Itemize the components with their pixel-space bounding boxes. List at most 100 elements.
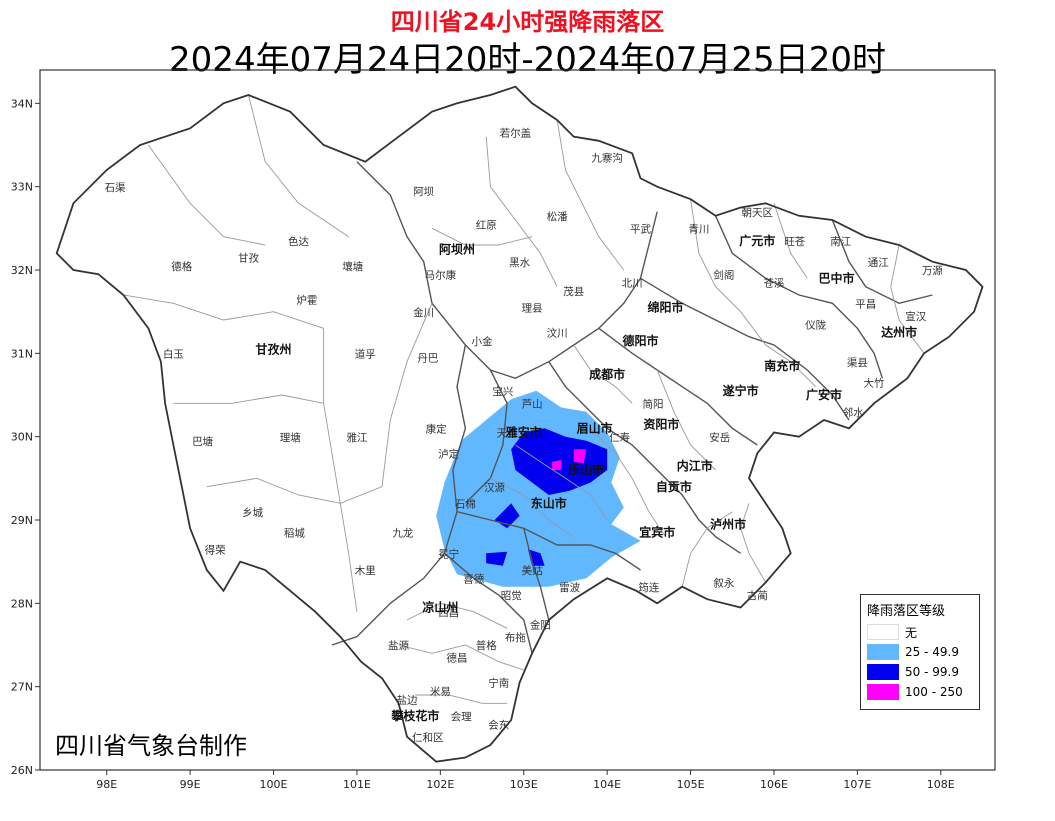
county-label: 德格 xyxy=(171,260,192,273)
prefecture-boundary xyxy=(523,528,550,621)
county-label: 宁南 xyxy=(488,677,509,690)
legend-item-25: 25 - 49.9 xyxy=(867,644,959,660)
county-label: 通江 xyxy=(868,257,889,269)
lat-tick-label: 30N xyxy=(11,431,33,444)
city-label: 自贡市 xyxy=(656,479,692,494)
county-label: 喜德 xyxy=(463,573,484,586)
county-label: 金川 xyxy=(413,306,434,319)
county-label: 汶川 xyxy=(547,327,568,340)
county-boundary xyxy=(656,369,716,471)
county-label: 旺苍 xyxy=(784,235,805,248)
county-boundary xyxy=(123,294,324,329)
county-label: 马尔康 xyxy=(425,268,457,281)
city-label: 遂宁市 xyxy=(723,383,759,398)
county-label: 稻城 xyxy=(284,528,305,540)
prefecture-boundary xyxy=(640,277,850,421)
city-label: 泸州市 xyxy=(710,516,746,531)
city-label: 成都市 xyxy=(589,366,625,381)
county-label: 甘孜 xyxy=(238,252,259,265)
county-label: 炉霍 xyxy=(296,294,317,306)
county-boundary xyxy=(773,203,808,279)
rain-area xyxy=(486,551,508,566)
county-label: 若尔盖 xyxy=(500,127,532,140)
county-label: 叙永 xyxy=(713,577,734,590)
county-label: 宝兴 xyxy=(492,385,513,398)
county-label: 会东 xyxy=(488,718,509,731)
county-boundary xyxy=(485,136,558,287)
county-label: 安岳 xyxy=(709,431,730,444)
city-label: 巴中市 xyxy=(819,271,855,286)
lon-tick-label: 107E xyxy=(843,778,871,791)
county-label: 青川 xyxy=(688,223,709,236)
county-label: 盐源 xyxy=(388,639,409,652)
county-label: 筠连 xyxy=(638,581,659,594)
city-label: 南充市 xyxy=(764,358,800,373)
county-label: 普格 xyxy=(476,639,497,652)
city-label: 达州市 xyxy=(881,325,917,340)
county-boundary xyxy=(740,311,817,388)
legend-swatch xyxy=(867,624,899,640)
county-label: 宣汉 xyxy=(905,310,926,323)
county-label: 盐边 xyxy=(396,693,417,706)
legend-label: 无 xyxy=(905,625,918,640)
county-label: 德昌 xyxy=(447,652,468,665)
county-label: 金阳 xyxy=(530,618,551,631)
prefecture-boundary xyxy=(456,511,641,571)
prefecture-boundary xyxy=(831,219,933,305)
county-label: 茂县 xyxy=(563,285,584,298)
lon-tick-label: 101E xyxy=(343,778,371,791)
lon-tick-label: 100E xyxy=(260,778,288,791)
county-boundary xyxy=(248,94,349,238)
county-label: 雷波 xyxy=(559,581,580,594)
county-boundary xyxy=(415,694,508,704)
county-label: 汉源 xyxy=(484,481,505,494)
map-frame xyxy=(39,69,996,771)
prefecture-boundary xyxy=(444,552,533,654)
lat-tick-label: 29N xyxy=(11,514,33,527)
county-label: 万源 xyxy=(922,264,943,277)
county-label: 乡城 xyxy=(242,507,263,519)
prefecture-boundary xyxy=(464,369,508,504)
county-label: 九寨沟 xyxy=(591,152,623,165)
county-boundary xyxy=(323,328,358,612)
city-label: 宜宾市 xyxy=(639,525,675,540)
county-boundary xyxy=(406,602,508,629)
county-label: 平昌 xyxy=(855,299,876,311)
county-boundary xyxy=(206,477,383,504)
lon-tick-label: 103E xyxy=(510,778,538,791)
city-label: 内江市 xyxy=(677,458,713,473)
county-label: 简阳 xyxy=(643,398,664,411)
county-label: 布拖 xyxy=(505,631,526,644)
county-label: 昭觉 xyxy=(501,590,522,602)
city-label: 东山市 xyxy=(531,496,567,511)
lat-tick-label: 26N xyxy=(11,764,33,777)
credit-text: 四川省气象台制作 xyxy=(55,732,247,760)
city-label: 乐山市 xyxy=(568,462,604,477)
rain-area xyxy=(573,449,587,464)
legend-item-none: 无 xyxy=(867,624,917,640)
city-label: 攀枝花市 xyxy=(391,708,439,723)
county-label: 道孚 xyxy=(355,348,376,361)
city-label: 德阳市 xyxy=(623,333,659,348)
county-label: 白玉 xyxy=(163,348,184,361)
county-label: 仁和区 xyxy=(412,732,444,744)
county-boundary xyxy=(556,119,625,271)
county-boundary xyxy=(173,394,324,404)
prefecture-boundary xyxy=(356,161,658,380)
lat-tick-label: 33N xyxy=(11,181,33,194)
city-label: 甘孜州 xyxy=(256,341,292,356)
county-boundary xyxy=(381,303,433,487)
prefecture-boundary xyxy=(331,344,467,646)
rain-area xyxy=(436,390,641,587)
lon-tick-label: 105E xyxy=(677,778,705,791)
county-label: 仪陇 xyxy=(805,318,826,331)
county-label: 渠县 xyxy=(847,357,868,369)
city-label: 眉山市 xyxy=(577,421,613,436)
legend-title: 降雨落区等级 xyxy=(867,604,946,619)
county-label: 西昌 xyxy=(438,607,459,619)
legend-item-50: 50 - 99.9 xyxy=(867,664,959,680)
county-label: 壤塘 xyxy=(342,260,363,273)
county-label: 会理 xyxy=(451,710,472,723)
county-label: 泸定 xyxy=(438,448,459,461)
